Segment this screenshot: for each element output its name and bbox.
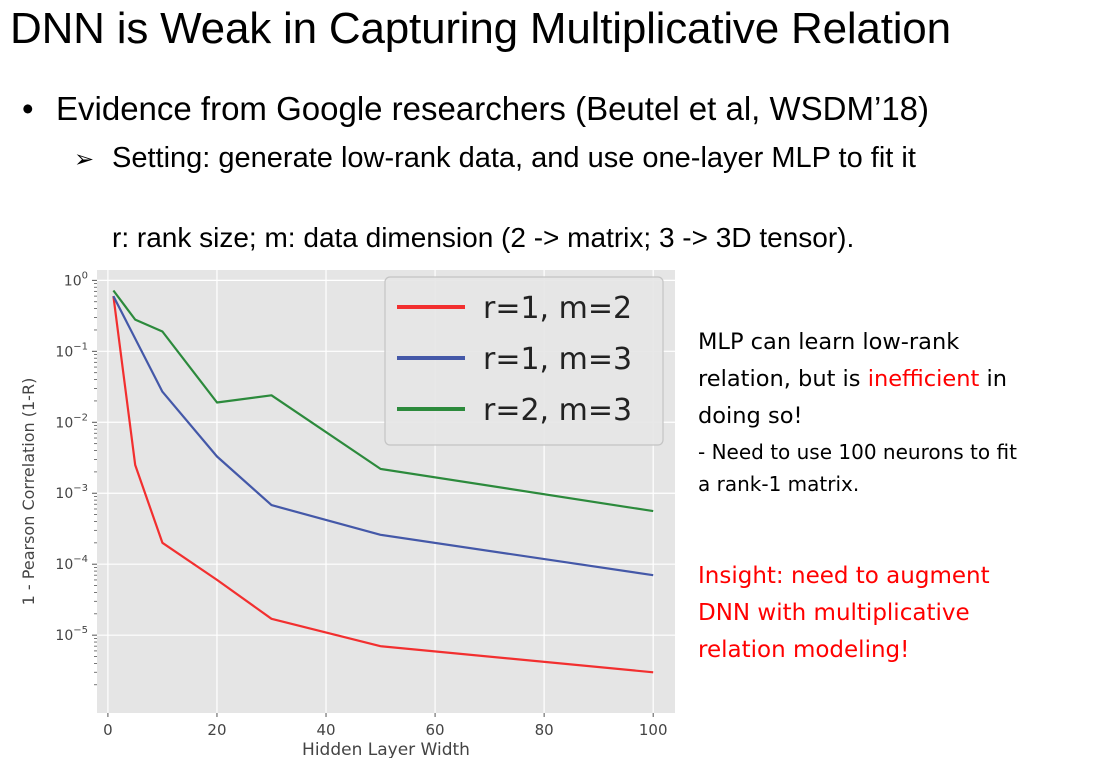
bullet-mark: •: [22, 90, 34, 127]
x-axis-label: Hidden Layer Width: [302, 740, 470, 758]
insight-line-2: DNN with multiplicative: [698, 600, 970, 626]
arrow-bullet-icon: ➢: [74, 146, 95, 173]
insight-line-1: Insight: need to augment: [698, 563, 990, 589]
x-tick-label: 80: [535, 721, 554, 739]
series-line-2: [112, 295, 654, 577]
inefficient-highlight: inefficient: [867, 366, 980, 392]
neuron-note: - Need to use 100 neurons to fit a rank-…: [698, 436, 1017, 500]
legend-label-1: r=1, m=2: [483, 291, 632, 326]
line-chart: 0 20 40 60 80 100 100 10−1 10−2 10−3 10−4 10−5 Hidde…: [19, 270, 675, 758]
neuron-note-line-1: - Need to use 100 neurons to fit: [698, 440, 1017, 464]
bullet-text: Evidence from Google researchers (Beutel…: [56, 90, 930, 127]
y-tick-label: 10−3: [55, 483, 88, 502]
neuron-note-line-2: a rank-1 matrix.: [698, 472, 860, 496]
observation-line-1: MLP can learn low-rank: [698, 329, 960, 355]
sub-bullet: ➢ Setting: generate low-rank data, and us…: [74, 142, 916, 175]
y-tick-label: 10−5: [55, 625, 88, 644]
observation-line-3: doing so!: [698, 403, 803, 429]
legend: r=1, m=2 r=1, m=3 r=2, m=3: [384, 276, 664, 446]
notation-note: r: rank size; m: data dimension (2 -> ma…: [112, 222, 855, 253]
y-tick-label: 100: [64, 270, 88, 289]
x-tick-label: 0: [103, 721, 113, 739]
y-tick-label: 10−1: [55, 341, 88, 360]
slide-title: DNN is Weak in Capturing Multiplicative …: [10, 4, 951, 53]
y-tick-label: 10−2: [55, 412, 88, 431]
y-tick-label: 10−4: [55, 554, 88, 573]
x-tick-label: 20: [207, 721, 226, 739]
y-axis-label: 1 - Pearson Correlation (1-R): [19, 378, 38, 606]
legend-label-3: r=2, m=3: [483, 393, 632, 428]
insight-line-3: relation modeling!: [698, 637, 910, 663]
legend-label-2: r=1, m=3: [483, 342, 632, 377]
legend-box: [384, 276, 664, 446]
x-tick-label: 40: [316, 721, 335, 739]
observation-text: MLP can learn low-rank relation, but is …: [698, 324, 1007, 435]
series-line-1: [112, 295, 654, 674]
insight-text: Insight: need to augment DNN with multip…: [698, 558, 990, 669]
sub-bullet-text: Setting: generate low-rank data, and use…: [112, 142, 916, 174]
x-tick-label: 60: [426, 721, 445, 739]
series-line-3: [112, 289, 654, 513]
x-tick-label: 100: [639, 721, 668, 739]
observation-line-2: relation, but is inefficient in: [698, 366, 1008, 392]
main-bullet: • Evidence from Google researchers (Beute…: [22, 90, 929, 128]
